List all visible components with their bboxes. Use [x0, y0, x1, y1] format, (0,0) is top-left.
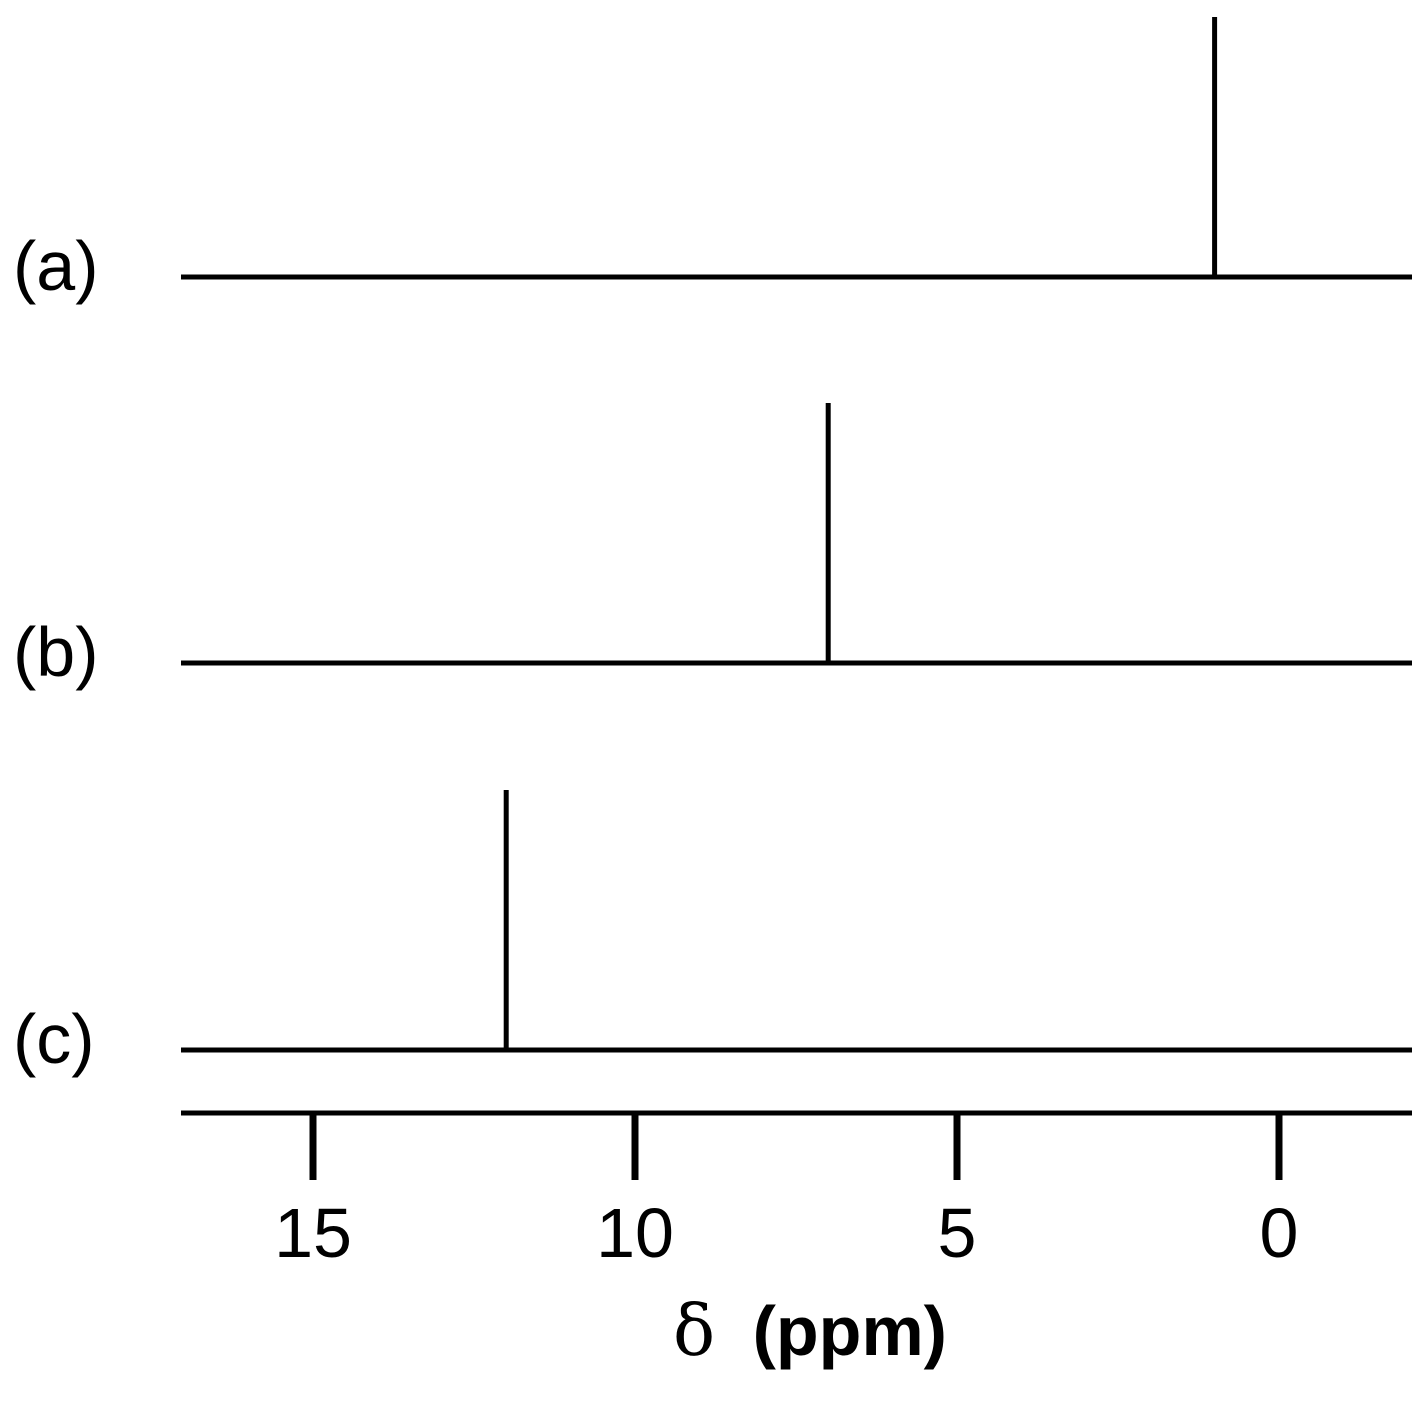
x-axis: 15 10 5 0	[181, 1110, 1412, 1272]
x-axis-title-symbol: δ	[673, 1290, 715, 1372]
spectrum-a: (a)	[13, 17, 1412, 305]
x-axis-tick-label: 5	[938, 1194, 977, 1272]
x-axis-tick-label: 15	[274, 1194, 352, 1272]
x-axis-title: δ (ppm)	[673, 1290, 947, 1372]
spectrum-label: (c)	[13, 1000, 95, 1078]
spectrum-label: (b)	[13, 613, 99, 691]
x-axis-ticks: 15 10 5 0	[274, 1113, 1298, 1272]
spectrum-b: (b)	[13, 403, 1412, 691]
x-axis-tick-label: 10	[596, 1194, 674, 1272]
x-axis-title-unit: (ppm)	[753, 1292, 947, 1370]
spectrum-label: (a)	[13, 227, 99, 305]
spectra-layer: (a) (b) (c)	[13, 17, 1412, 1078]
spectrum-c: (c)	[13, 790, 1412, 1078]
x-axis-tick-label: 0	[1260, 1194, 1299, 1272]
